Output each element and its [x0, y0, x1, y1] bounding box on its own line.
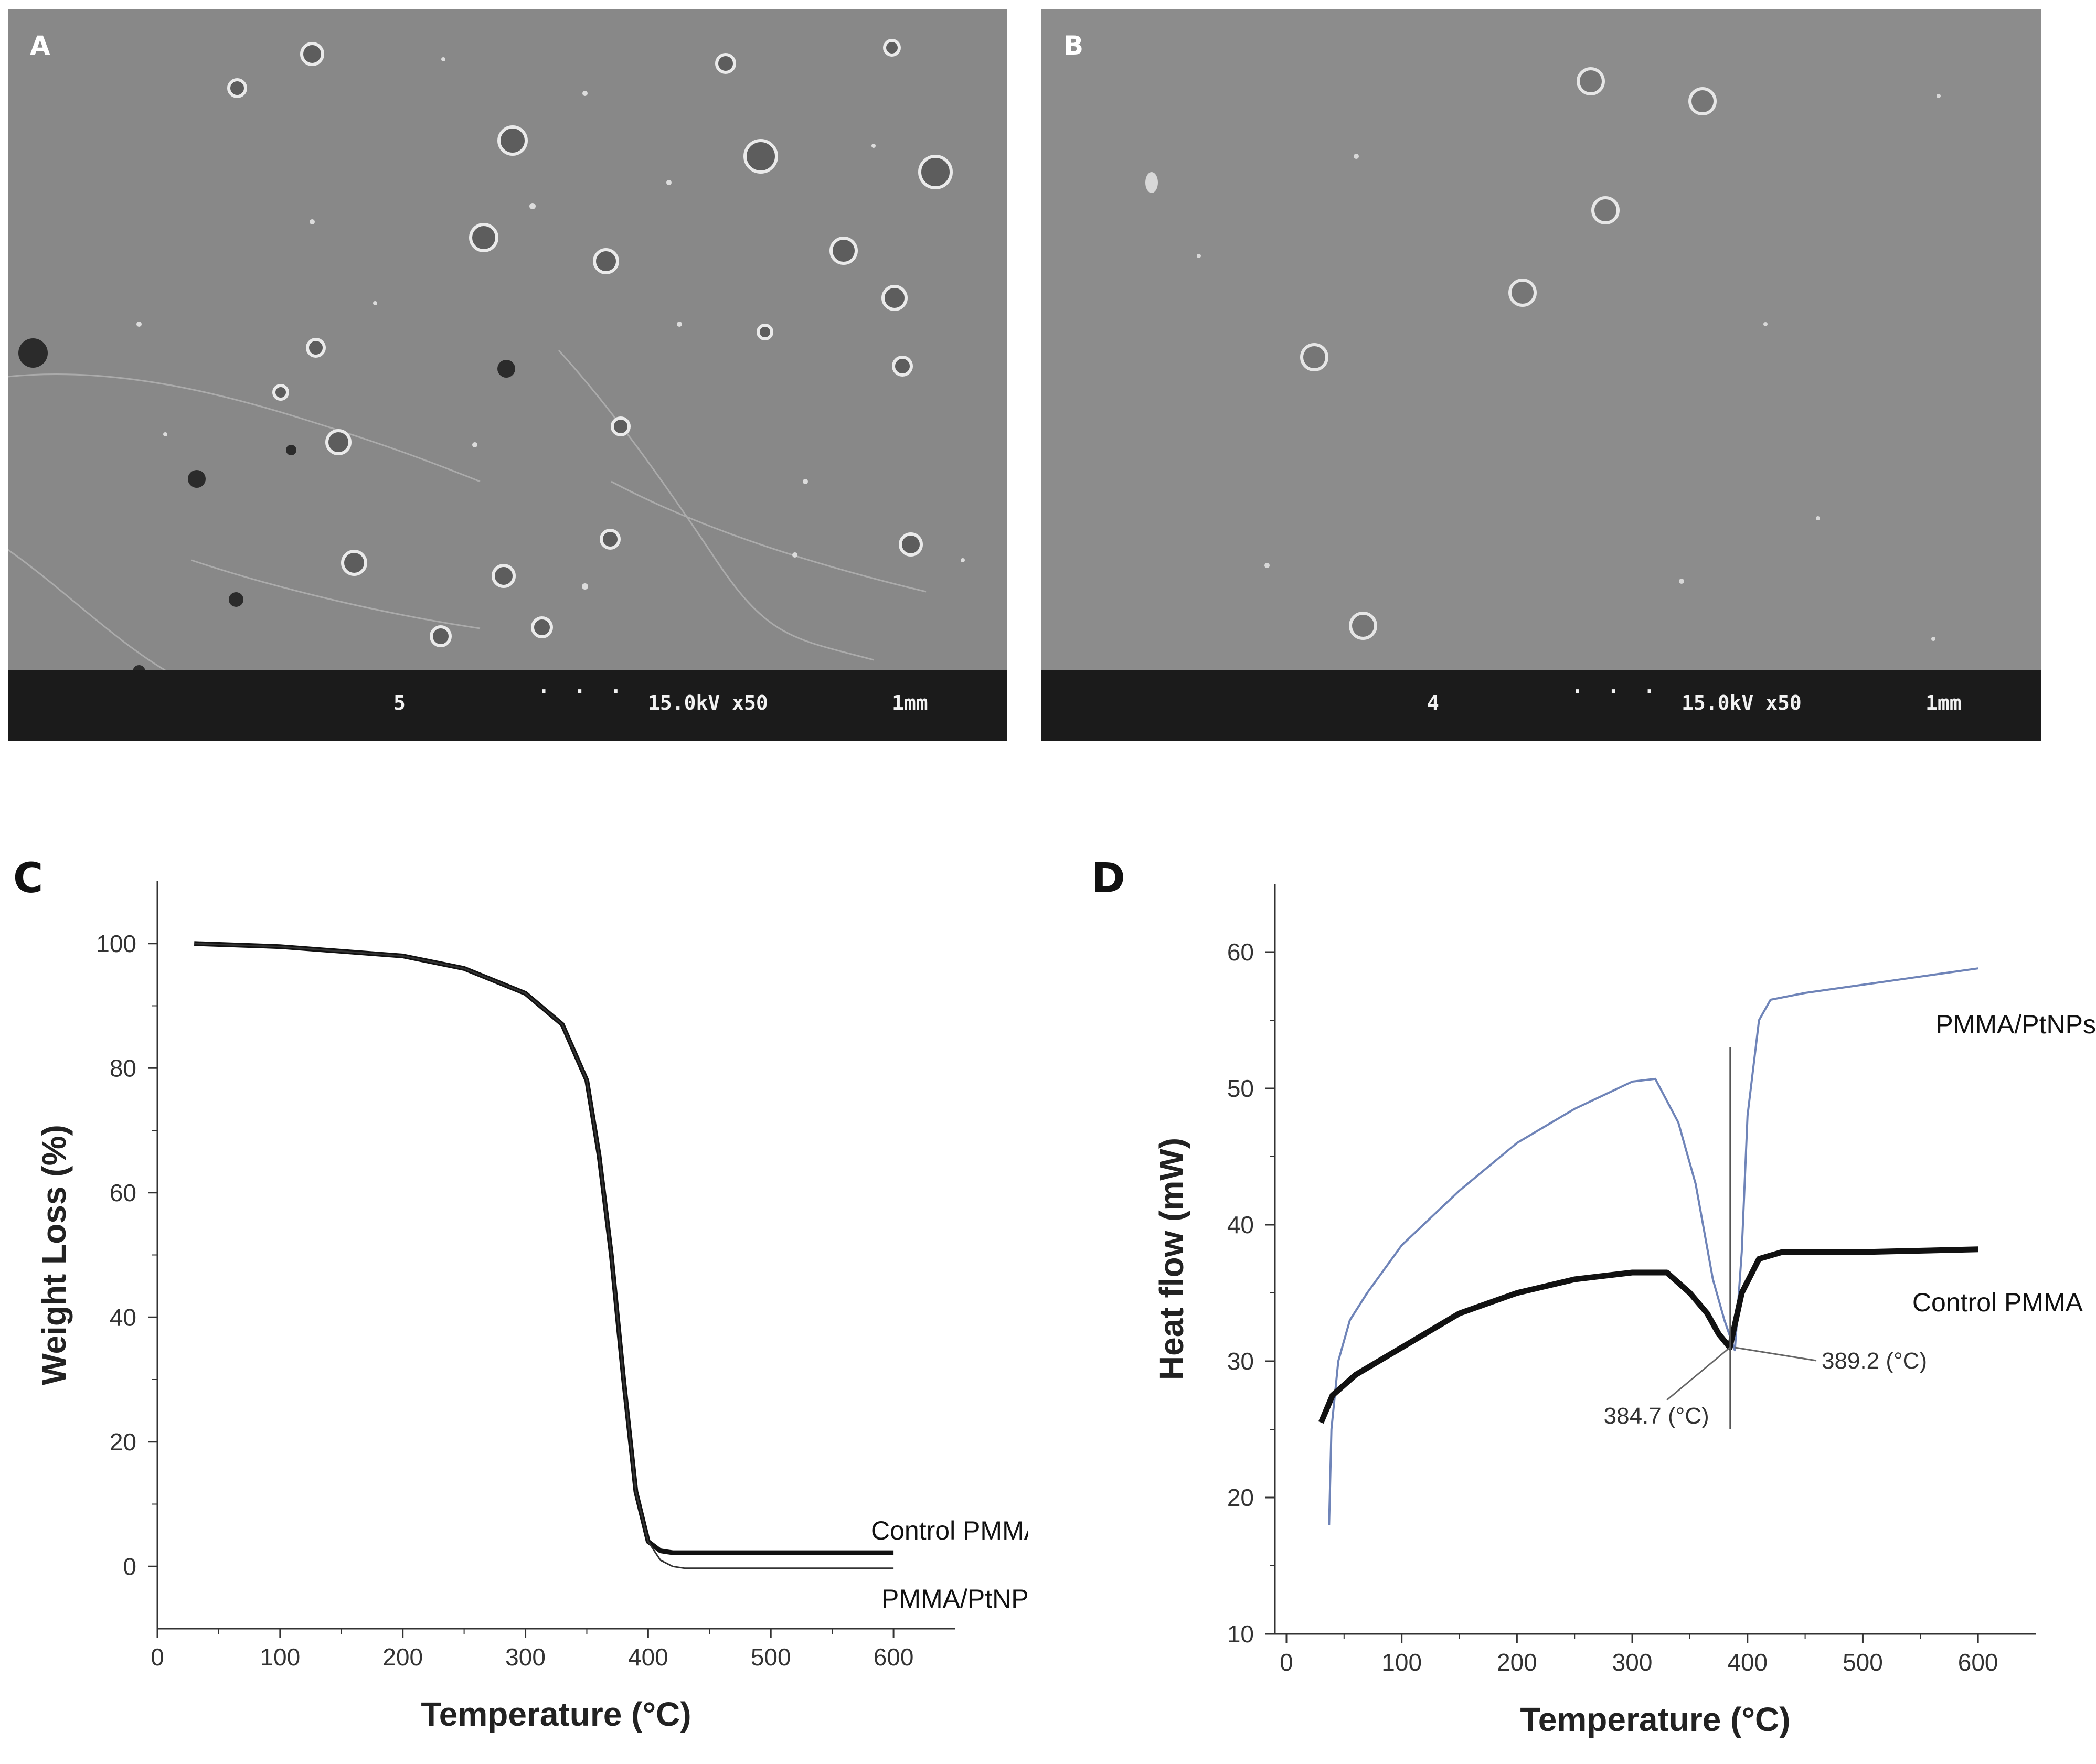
- chart-d-x-axis-label: Temperature (°C): [1520, 1701, 1790, 1738]
- sem-info-bar-b: 4 . . . 15.0kV x50 1mm: [1041, 670, 2041, 741]
- chart-c-x-tick-label: 300: [505, 1643, 546, 1671]
- sem-dots-b: . . .: [1571, 675, 1656, 698]
- chart-d-x-tick-label: 500: [1843, 1649, 1883, 1676]
- sem-dark-spots-a: [18, 338, 515, 670]
- chart-c-x-tick-label: 600: [874, 1643, 914, 1671]
- sem-kv-mag-b: 15.0kV x50: [1682, 691, 1802, 714]
- sem-debris-a: [136, 57, 965, 590]
- chart-c-x-tick-label: 0: [151, 1643, 164, 1671]
- chart-d-y-tick-label: 10: [1227, 1620, 1254, 1648]
- chart-c-y-tick-label: 100: [96, 930, 136, 957]
- chart-d-x-tick-label: 400: [1727, 1649, 1768, 1676]
- sem-info-bar-a: 5 . . . 15.0kV x50 1mm: [8, 670, 1007, 741]
- chart-c-series-control-pmma-line: [194, 941, 894, 1555]
- sem-pores-b: [1300, 67, 1717, 640]
- sem-surface-a: [8, 9, 1007, 670]
- sem-scale-b: 1mm: [1925, 691, 1962, 714]
- chart-d-annotation-ptnp: 389.2 (°C): [1822, 1348, 1927, 1374]
- chart-d-y-tick-label: 50: [1227, 1075, 1254, 1102]
- sem-debris-b: [1145, 94, 1941, 641]
- chart-d-label-control: Control PMMA: [1912, 1288, 2083, 1317]
- chart-c-tga: 0 100 200 300 400 500 600 0 20 40 60 80 100 Temperatu…: [35, 881, 1028, 1733]
- chart-d-annotation-leader: [1735, 1346, 1817, 1362]
- chart-d-x-tick-label: 300: [1612, 1649, 1653, 1676]
- chart-c-y-tick-label: 60: [110, 1179, 136, 1206]
- chart-c-x-tick-label: 500: [751, 1643, 791, 1671]
- sem-surface-b: [1041, 9, 2041, 670]
- panel-letter-b: B: [1063, 30, 1084, 61]
- panel-letter-d: D: [1091, 855, 1125, 902]
- sem-kv-mag-a: 15.0kV x50: [648, 691, 768, 714]
- chart-c-x-tick-label: 100: [260, 1643, 300, 1671]
- sem-image-a: 5 . . . 15.0kV x50 1mm A: [8, 9, 1007, 741]
- chart-d-x-tick-label: 100: [1381, 1649, 1422, 1676]
- chart-d-series-pmma-ptnps-line: [1328, 967, 1978, 1525]
- sem-dots-a: . . .: [538, 675, 622, 698]
- chart-d-y-tick-label: 20: [1227, 1484, 1254, 1511]
- chart-c-x-tick-label: 200: [382, 1643, 423, 1671]
- chart-c-series-pmma-ptnps-line: [194, 943, 894, 1569]
- chart-c-y-tick-label: 80: [110, 1054, 136, 1082]
- chart-d-label-ptnp: PMMA/PtNPs: [1935, 1010, 2096, 1039]
- chart-d-series-control-pmma-line: [1318, 1246, 1978, 1424]
- sem-pores-a: [227, 39, 953, 647]
- panel-letter-c: C: [13, 855, 44, 902]
- chart-d-annotation-control: 384.7 (°C): [1604, 1403, 1709, 1429]
- sem-image-b: 4 . . . 15.0kV x50 1mm B: [1041, 9, 2041, 741]
- chart-c-y-tick-label: 20: [110, 1428, 136, 1456]
- chart-d-y-tick-label: 40: [1227, 1211, 1254, 1238]
- chart-d-y-tick-label: 60: [1227, 938, 1254, 966]
- sem-sample-number-b: 4: [1427, 691, 1439, 714]
- chart-d-x-tick-label: 0: [1280, 1649, 1293, 1676]
- sem-scale-a: 1mm: [892, 691, 928, 714]
- sem-sample-number-a: 5: [393, 691, 406, 714]
- chart-c-x-tick-label: 400: [628, 1643, 668, 1671]
- chart-d-x-tick-label: 200: [1497, 1649, 1537, 1676]
- chart-c-y-tick-label: 40: [110, 1303, 136, 1331]
- chart-d-x-tick-label: 600: [1958, 1649, 1998, 1676]
- chart-d-annotation-leader: [1666, 1346, 1731, 1401]
- panel-letter-a: A: [30, 30, 50, 61]
- chart-d-y-tick-label: 30: [1227, 1348, 1254, 1375]
- chart-d-dsc: 0 100 200 300 400 500 600 10 20 30 40 50 60 Temperatu…: [1153, 884, 2096, 1738]
- chart-c-x-axis-label: Temperature (°C): [421, 1695, 691, 1733]
- chart-c-label-control: Control PMMA: [871, 1516, 1028, 1545]
- chart-c-label-ptnp: PMMA/PtNPs: [881, 1584, 1028, 1613]
- sem-cracks-a: [8, 349, 927, 670]
- chart-d-y-axis-label: Heat flow (mW): [1153, 1138, 1190, 1380]
- chart-c-y-axis-label: Weight Loss (%): [35, 1125, 73, 1385]
- chart-c-y-tick-label: 0: [123, 1553, 136, 1580]
